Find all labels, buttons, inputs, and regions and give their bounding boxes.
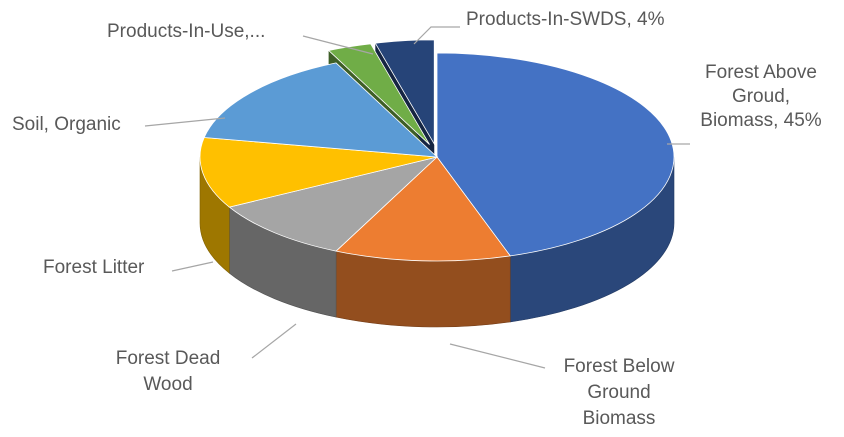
slice-label-line: Biomass (583, 408, 656, 429)
slice-forest-litter (199, 137, 438, 208)
leader-line-soil-organic (144, 117, 226, 127)
slice-label-line: Products-In-Use,... (107, 21, 265, 42)
slice-label-products-in-swds: Products-In-SWDS, 4% (466, 9, 665, 30)
slice-label-line: Forest Below (564, 356, 675, 377)
slice-label-line: Forest Dead (116, 348, 221, 369)
slice-label-line: Forest Litter (43, 257, 145, 278)
slice-label-line: Forest Above (705, 62, 817, 83)
slice-label-line: Groud, (732, 86, 790, 107)
leader-line-products-in-swds (413, 26, 460, 45)
slice-label-line: Ground (587, 382, 650, 403)
leader-lines (144, 26, 690, 369)
slice-side-forest-below-ground-biomass (335, 250, 511, 328)
slice-label-line: Biomass, 45% (700, 110, 822, 131)
slice-label-forest-litter: Forest Litter (43, 257, 145, 278)
leader-line-forest-dead-wood (251, 323, 297, 359)
leader-line-forest-below-ground-biomass (449, 343, 546, 369)
slice-products-in-use (327, 43, 430, 145)
slice-products-in-swds (374, 39, 435, 146)
slice-forest-above-groud-biomass (436, 52, 675, 257)
slice-label-line: Products-In-SWDS, 4% (466, 9, 665, 30)
slice-label-line: Wood (143, 374, 192, 395)
leader-line-forest-litter (171, 261, 214, 272)
slice-label-forest-below-ground-biomass: Forest Below Ground Biomass (564, 356, 675, 429)
slice-label-forest-above-groud-biomass: Forest Above Groud, Biomass, 45% (700, 62, 822, 131)
slice-labels: Forest Above Groud, Biomass, 45% Forest Bel… (12, 9, 822, 429)
slice-label-forest-dead-wood: Forest Dead Wood (116, 348, 221, 395)
slice-label-soil-organic: Soil, Organic (12, 114, 121, 135)
slice-forest-dead-wood (228, 156, 439, 252)
slice-soil-organic (203, 62, 439, 158)
leader-line-products-in-use (302, 35, 374, 55)
slice-label-line: Soil, Organic (12, 114, 121, 135)
pie-top-layer (199, 39, 675, 262)
slice-forest-below-ground-biomass (335, 156, 511, 262)
slice-label-products-in-use: Products-In-Use,... (107, 21, 265, 42)
